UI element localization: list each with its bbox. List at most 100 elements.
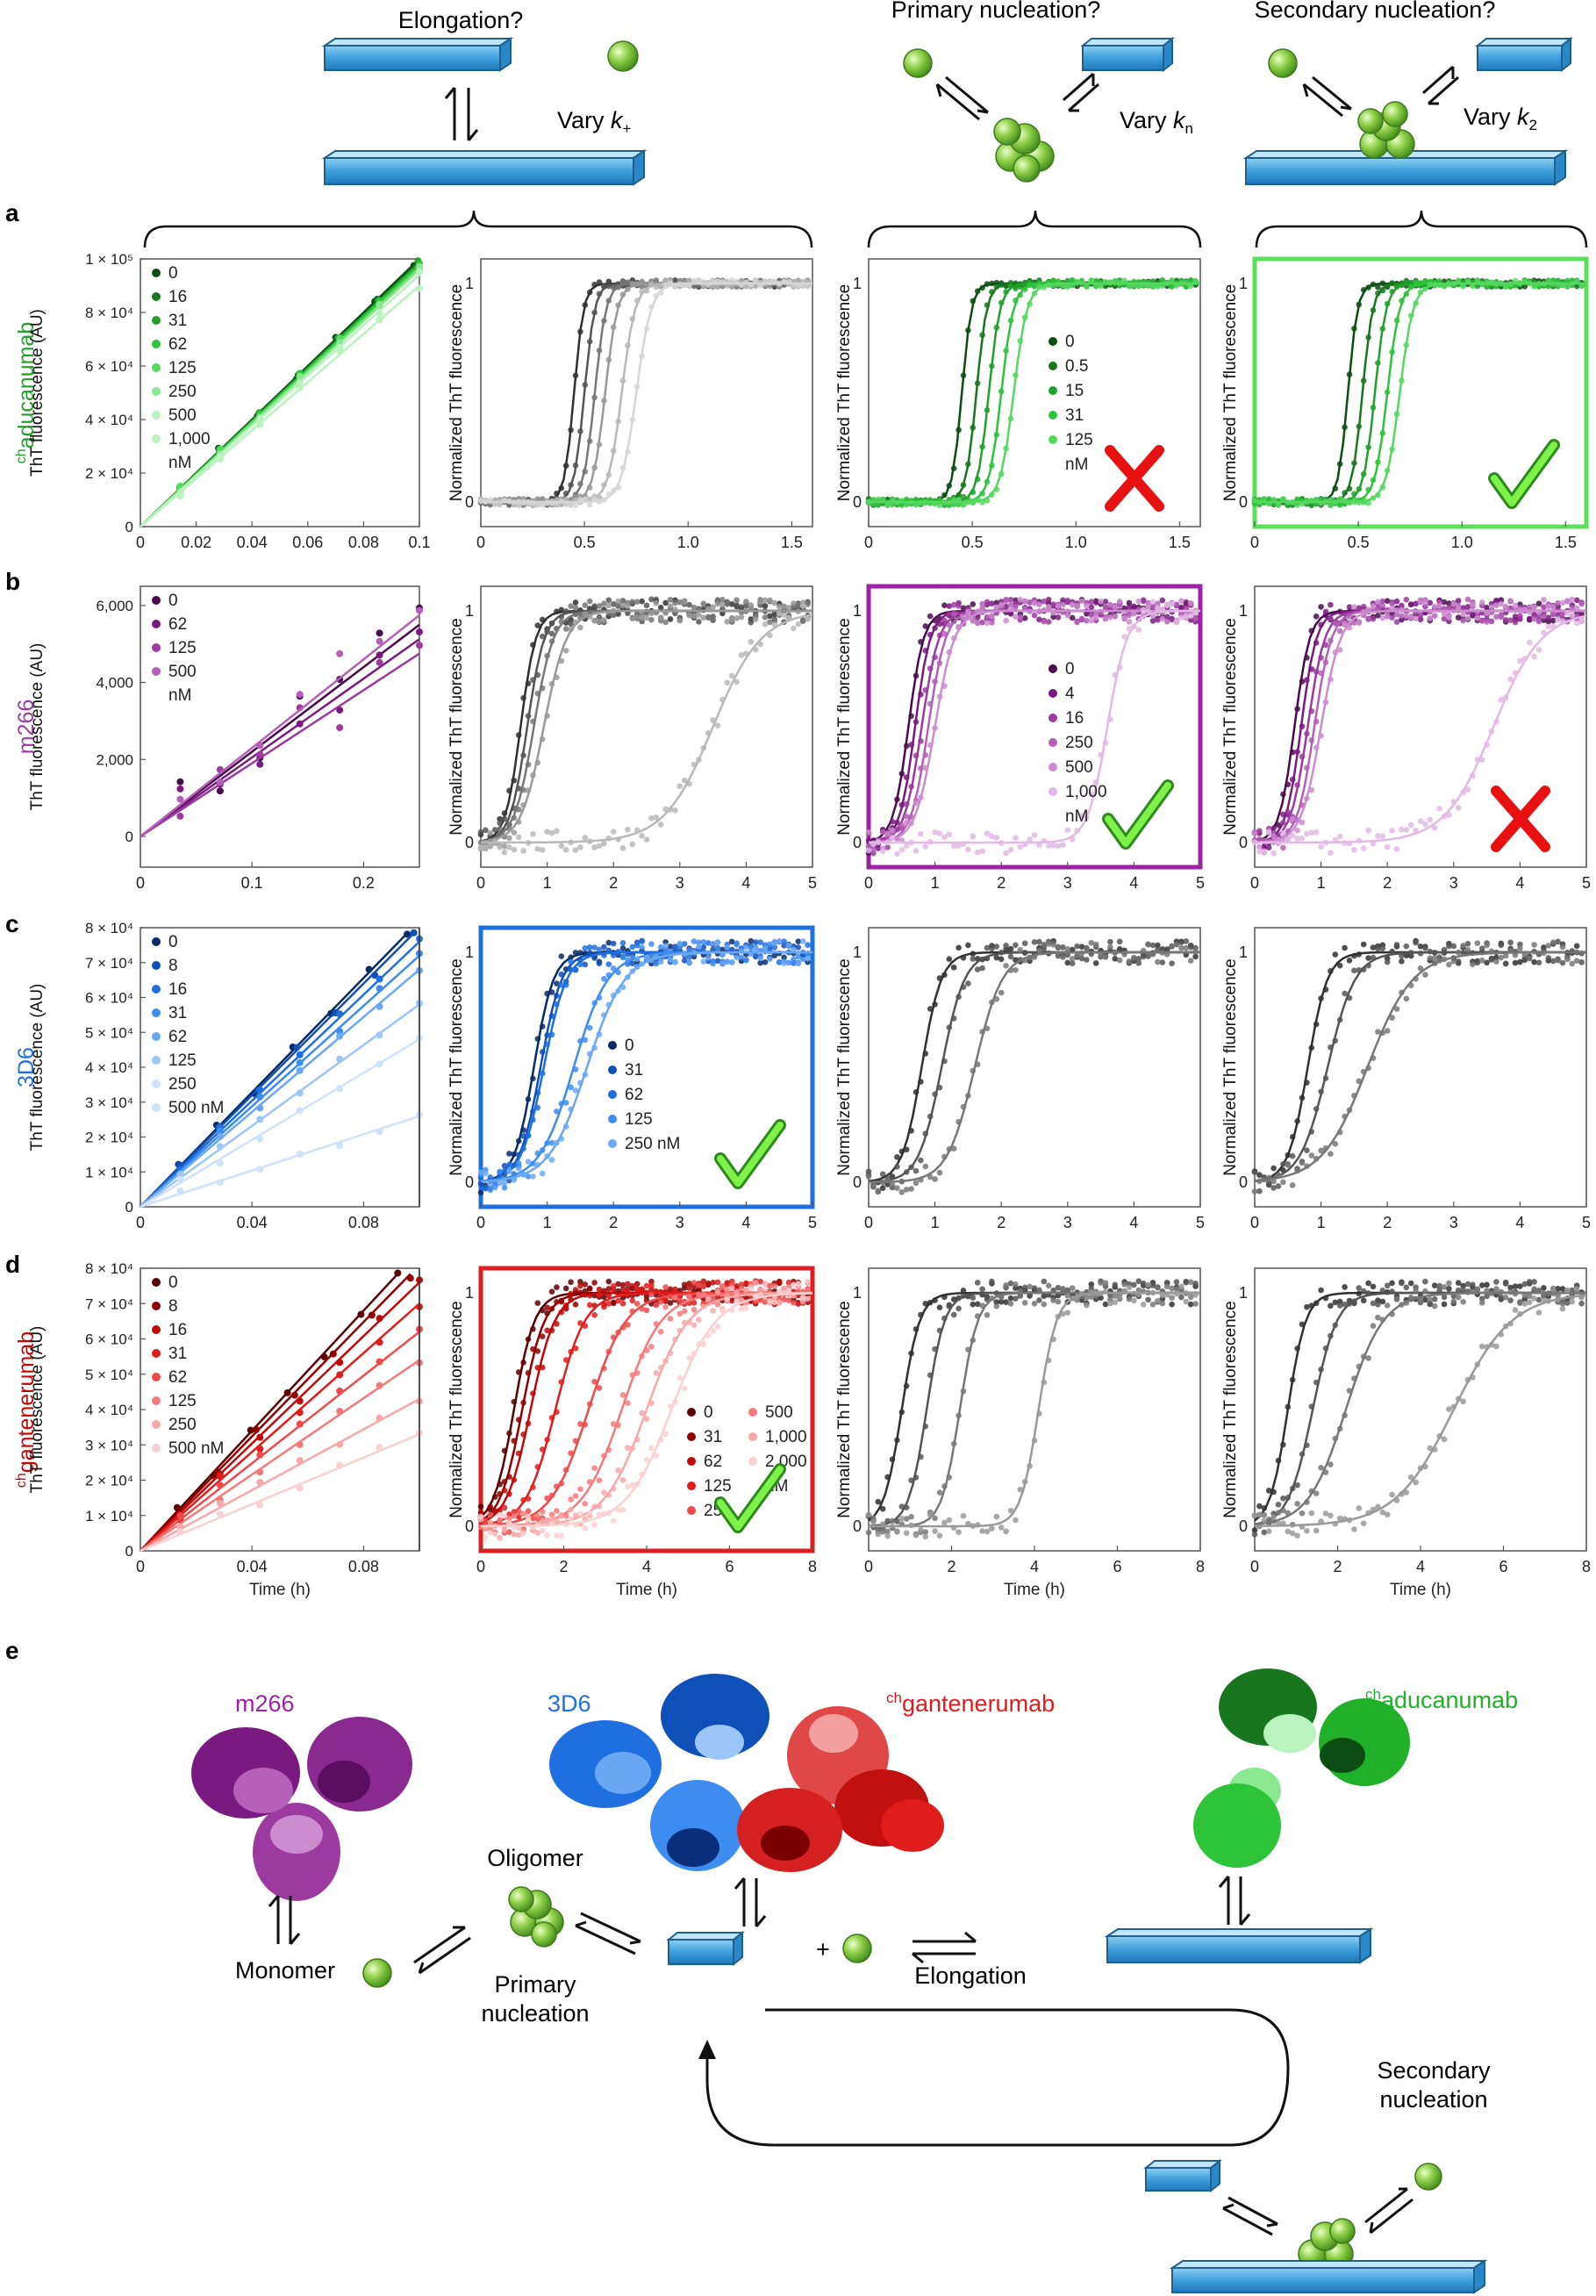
legend-label: 250 bbox=[168, 1416, 197, 1434]
data-point bbox=[1092, 599, 1099, 606]
data-point bbox=[1446, 614, 1452, 621]
data-point bbox=[1007, 945, 1014, 952]
data-point bbox=[1021, 598, 1028, 605]
data-point bbox=[483, 1534, 489, 1541]
data-point bbox=[1251, 1511, 1258, 1518]
data-point bbox=[1336, 501, 1343, 508]
data-point bbox=[1163, 618, 1170, 625]
data-point bbox=[639, 598, 645, 605]
checkmark-icon bbox=[717, 1466, 784, 1531]
data-point bbox=[539, 1333, 546, 1340]
legend-label: 62 bbox=[168, 335, 187, 354]
data-point bbox=[1265, 1180, 1272, 1186]
data-point bbox=[1541, 597, 1547, 603]
data-point bbox=[1183, 944, 1190, 951]
data-point bbox=[1393, 598, 1400, 605]
data-point bbox=[1502, 603, 1509, 610]
data-point bbox=[752, 952, 759, 959]
data-point bbox=[1360, 1288, 1367, 1295]
data-point bbox=[619, 1392, 626, 1398]
data-point bbox=[894, 1529, 900, 1535]
data-point bbox=[1285, 1528, 1292, 1535]
data-point bbox=[582, 1281, 589, 1288]
data-point bbox=[477, 829, 484, 836]
data-point bbox=[734, 1298, 740, 1305]
data-point bbox=[506, 835, 512, 842]
plot-frame bbox=[868, 258, 1201, 527]
data-point bbox=[1294, 1482, 1300, 1489]
data-point bbox=[1488, 957, 1495, 963]
data-point bbox=[1370, 1323, 1377, 1329]
data-point bbox=[791, 283, 797, 290]
data-point bbox=[1064, 1287, 1071, 1294]
data-point bbox=[1280, 1161, 1286, 1167]
data-point bbox=[785, 1297, 792, 1303]
legend-label: 1,000 bbox=[765, 1428, 807, 1446]
data-point bbox=[1389, 1491, 1395, 1498]
data-point bbox=[477, 1503, 484, 1510]
primary-nucleation-label-1: Primary bbox=[495, 1971, 576, 1998]
data-point bbox=[501, 1184, 508, 1191]
data-point bbox=[1003, 1282, 1009, 1288]
data-point bbox=[477, 1513, 484, 1520]
data-point bbox=[1531, 653, 1537, 660]
data-point bbox=[728, 938, 735, 945]
data-point bbox=[700, 944, 707, 951]
data-point bbox=[771, 1283, 778, 1289]
data-point bbox=[562, 1285, 569, 1292]
data-point bbox=[256, 1445, 264, 1453]
data-point bbox=[501, 1180, 508, 1187]
data-point bbox=[653, 599, 660, 606]
data-point bbox=[534, 501, 541, 508]
panel-letter-b: b bbox=[5, 568, 20, 595]
data-point bbox=[491, 1531, 498, 1538]
data-point bbox=[1559, 1305, 1566, 1312]
data-point bbox=[1145, 1296, 1151, 1303]
data-point bbox=[1436, 603, 1442, 609]
y-tick-label: 0 bbox=[853, 1173, 862, 1191]
data-point bbox=[1187, 617, 1194, 623]
data-point bbox=[1370, 615, 1377, 622]
data-point bbox=[1464, 941, 1471, 947]
data-point bbox=[1173, 941, 1180, 948]
data-point bbox=[1535, 959, 1542, 966]
x-axis-title: Time (h) bbox=[1390, 1581, 1451, 1599]
data-point bbox=[1265, 496, 1272, 502]
data-point bbox=[1088, 939, 1095, 946]
data-point bbox=[1149, 603, 1156, 609]
data-point bbox=[965, 942, 971, 949]
data-point bbox=[1074, 619, 1080, 626]
data-point bbox=[653, 1370, 660, 1376]
data-point bbox=[1013, 942, 1019, 949]
x-tick-label: 5 bbox=[1196, 1214, 1205, 1231]
data-point bbox=[1417, 944, 1424, 950]
data-point bbox=[1328, 1461, 1334, 1467]
data-point bbox=[1393, 942, 1400, 948]
data-point bbox=[525, 1514, 532, 1520]
data-point bbox=[648, 616, 655, 623]
data-point bbox=[1569, 612, 1576, 619]
data-point bbox=[648, 1343, 655, 1350]
y-axis-label-normalized: Normalized ThT fluorescence bbox=[447, 618, 466, 835]
data-point bbox=[1126, 604, 1133, 611]
data-point bbox=[577, 1510, 583, 1517]
data-point bbox=[1493, 1279, 1499, 1285]
data-point bbox=[1149, 942, 1156, 949]
group-braces bbox=[143, 210, 1588, 248]
data-point bbox=[1261, 843, 1268, 850]
x-tick-label: 5 bbox=[808, 1214, 817, 1231]
data-point bbox=[898, 1189, 905, 1195]
data-point bbox=[1488, 618, 1495, 625]
data-point bbox=[719, 596, 726, 603]
y-axis-label-raw: ThT fluorescence (AU) bbox=[28, 984, 47, 1152]
data-point bbox=[1265, 1528, 1272, 1534]
data-point bbox=[1507, 939, 1514, 946]
data-point bbox=[965, 608, 971, 615]
data-point bbox=[1460, 1298, 1466, 1305]
data-point bbox=[719, 946, 726, 953]
x-tick-label: 1.5 bbox=[1169, 534, 1191, 551]
data-point bbox=[1112, 1281, 1119, 1288]
data-point bbox=[1036, 601, 1042, 608]
data-point bbox=[530, 830, 536, 837]
data-point bbox=[539, 847, 546, 853]
